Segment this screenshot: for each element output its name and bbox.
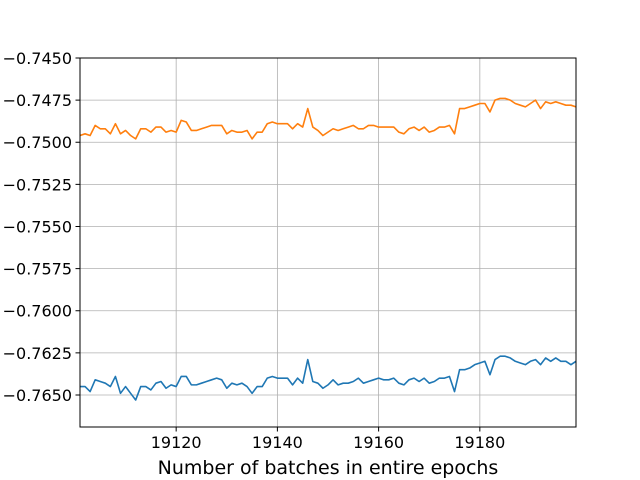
x-tick-label: 19160 (353, 433, 404, 452)
y-tick-label: −0.7550 (3, 217, 72, 236)
y-tick-label: −0.7475 (3, 91, 72, 110)
x-tick-label: 19180 (454, 433, 505, 452)
y-tick-label: −0.7650 (3, 386, 72, 405)
x-axis-label: Number of batches in entire epochs (158, 457, 499, 479)
y-axis: −0.7450 −0.7475 −0.7500 −0.7525 −0.7550 −0.75… (3, 49, 80, 405)
y-tick-label: −0.7625 (3, 344, 72, 363)
y-tick-label: −0.7600 (3, 302, 72, 321)
series-lines (79, 97, 577, 401)
series-line-2 (80, 355, 577, 401)
y-tick-label: −0.7525 (3, 175, 72, 194)
series-line-1 (79, 97, 577, 140)
x-axis: 19120 19140 19160 19180 (151, 427, 505, 452)
plot-frame (79, 57, 577, 428)
y-tick-label: −0.7500 (3, 133, 72, 152)
x-tick-label: 19120 (151, 433, 202, 452)
y-tick-label: −0.7575 (3, 260, 72, 279)
grid (80, 57, 576, 427)
y-tick-label: −0.7450 (3, 49, 72, 68)
x-tick-label: 19140 (252, 433, 303, 452)
